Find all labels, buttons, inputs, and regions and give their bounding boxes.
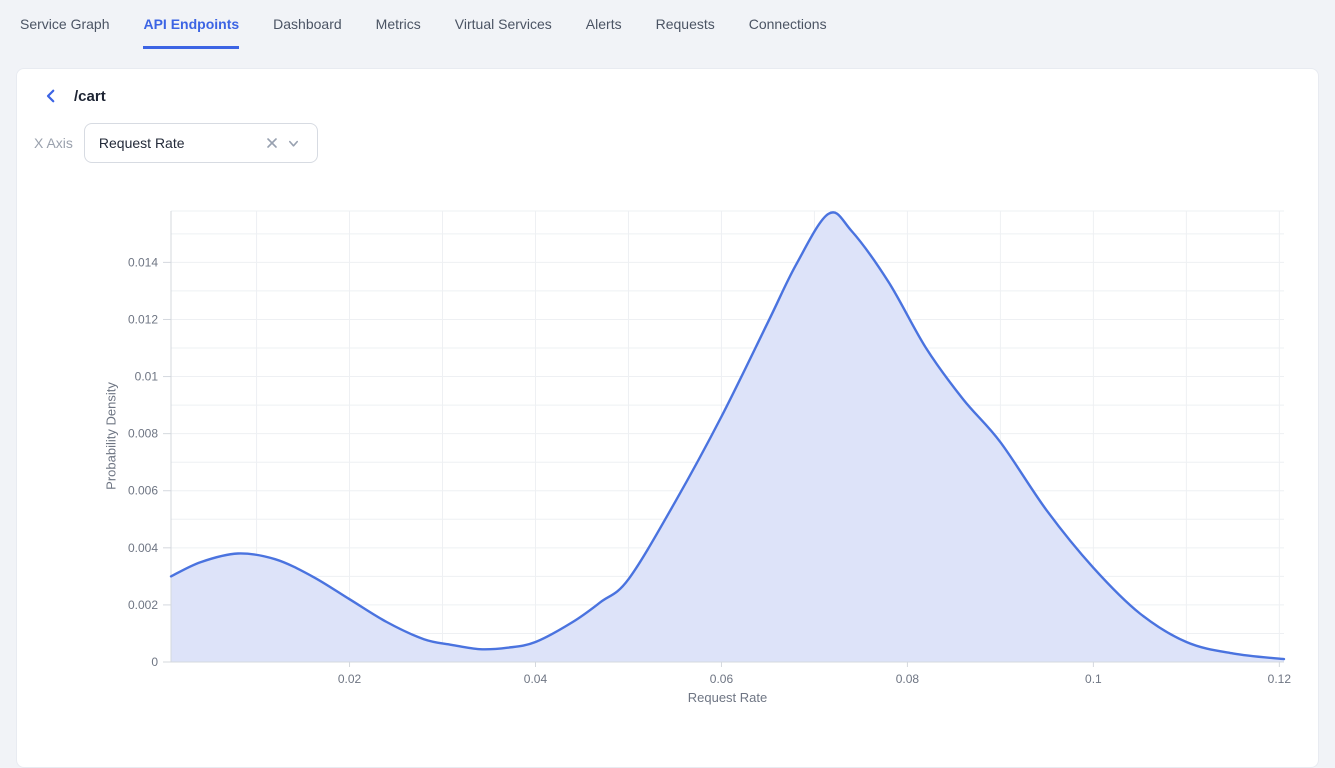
nav-tab-service-graph[interactable]: Service Graph [20, 16, 110, 32]
page-title: /cart [74, 87, 106, 105]
svg-text:0.06: 0.06 [710, 672, 734, 686]
svg-text:0.002: 0.002 [128, 598, 158, 612]
svg-text:0.01: 0.01 [135, 370, 159, 384]
density-area [171, 212, 1284, 662]
density-line [169, 211, 1286, 661]
nav-tab-dashboard[interactable]: Dashboard [273, 16, 342, 32]
svg-text:0.004: 0.004 [128, 541, 158, 555]
svg-text:0.02: 0.02 [338, 672, 362, 686]
endpoint-detail-card: /cart X Axis Request Rate 0 0.002 0.004 0.0… [16, 68, 1319, 768]
svg-text:0.1: 0.1 [1085, 672, 1102, 686]
nav-tab-connections[interactable]: Connections [748, 16, 827, 32]
svg-text:0.04: 0.04 [524, 672, 548, 686]
chevron-down-icon [289, 140, 299, 147]
density-chart: 0 0.002 0.004 0.006 0.008 0.01 0.012 0.014 0.02 0… [128, 210, 1291, 686]
chevron-left-icon [46, 89, 55, 103]
nav-tab-api-endpoints[interactable]: API Endpoints [143, 16, 240, 49]
x-axis-select[interactable]: Request Rate [83, 123, 318, 163]
nav-tab-alerts[interactable]: Alerts [585, 16, 622, 32]
svg-text:0.014: 0.014 [128, 255, 158, 269]
svg-text:0.08: 0.08 [896, 672, 920, 686]
x-axis-field-label: X Axis [34, 135, 73, 151]
nav-tab-virtual-services[interactable]: Virtual Services [454, 16, 552, 32]
y-axis-title: Probability Density [103, 382, 119, 490]
clear-selection-button[interactable] [261, 132, 283, 154]
svg-text:0.006: 0.006 [128, 484, 158, 498]
axis-ticks: 0 0.002 0.004 0.006 0.008 0.01 0.012 0.014 0.02 0… [128, 255, 1291, 686]
x-axis-title: Request Rate [687, 690, 768, 705]
back-button[interactable] [41, 86, 61, 106]
svg-text:0: 0 [151, 655, 158, 669]
dropdown-toggle-button[interactable] [283, 132, 305, 154]
nav-tab-requests[interactable]: Requests [655, 16, 715, 32]
x-axis-select-value: Request Rate [98, 135, 185, 151]
svg-text:0.12: 0.12 [1268, 672, 1292, 686]
svg-text:0.012: 0.012 [128, 312, 158, 326]
chart-controls: X Axis Request Rate [34, 123, 1318, 163]
svg-text:0.008: 0.008 [128, 427, 158, 441]
top-nav: Service Graph API Endpoints Dashboard Me… [0, 0, 1335, 49]
x-icon [267, 138, 277, 148]
nav-tab-metrics[interactable]: Metrics [375, 16, 421, 32]
card-header: /cart [17, 69, 1318, 106]
